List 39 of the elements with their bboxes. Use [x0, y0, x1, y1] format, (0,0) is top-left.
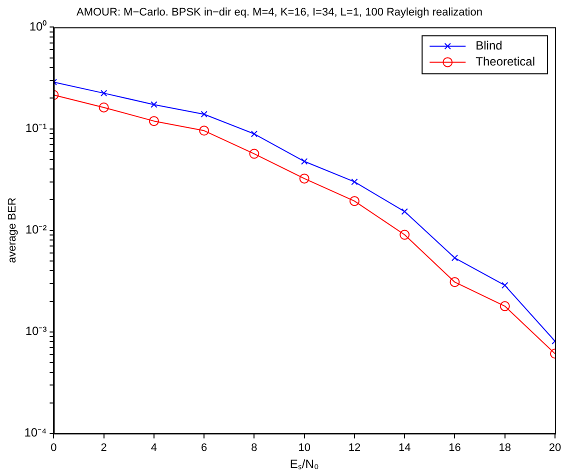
- x-tick-label: 2: [100, 442, 107, 454]
- x-tick-label: 8: [251, 442, 258, 454]
- point: [451, 254, 458, 262]
- point: [199, 126, 210, 136]
- x-tick-label: 14: [398, 442, 411, 454]
- y-tick-label: 10⁻⁴: [24, 426, 47, 440]
- point: [450, 277, 460, 288]
- y-tick-label: 10⁻³: [25, 324, 47, 338]
- point: [200, 110, 208, 118]
- x-tick-label: 18: [498, 442, 511, 454]
- y-tick-label: 10⁻²: [25, 222, 47, 237]
- x-tick-label: 6: [201, 442, 208, 454]
- x-tick-label: 4: [150, 442, 158, 454]
- y-tick-label: 10⁰: [29, 20, 47, 34]
- chart-title: AMOUR: M−Carlo. BPSK in−dir eq. M=4, K=16, I=34, L=1, 100 Rayleigh realization: [76, 6, 482, 19]
- point: [299, 174, 310, 184]
- x-tick-label: 12: [348, 442, 361, 454]
- x-axis-title: Eₛ/N₀: [290, 457, 319, 472]
- x-tick-label: 10: [298, 442, 310, 454]
- y-tick-label: 10⁻¹: [25, 121, 47, 136]
- point: [351, 178, 358, 186]
- point: [301, 158, 308, 165]
- legend-label: Blind: [476, 38, 502, 53]
- point: [98, 102, 109, 112]
- point: [249, 148, 260, 159]
- point: [502, 282, 508, 289]
- x-tick-label: 0: [50, 442, 57, 454]
- x-tick-label: 16: [448, 442, 461, 454]
- legend-label: Theoretical: [476, 54, 536, 69]
- point: [349, 196, 360, 206]
- point: [401, 208, 408, 215]
- x-tick-label: 20: [548, 442, 562, 454]
- point: [150, 101, 158, 108]
- y-axis-title: average BER: [6, 198, 19, 264]
- point: [100, 90, 108, 97]
- point: [250, 130, 258, 138]
- point: [148, 116, 159, 126]
- point: [500, 301, 510, 312]
- point: [400, 230, 410, 240]
